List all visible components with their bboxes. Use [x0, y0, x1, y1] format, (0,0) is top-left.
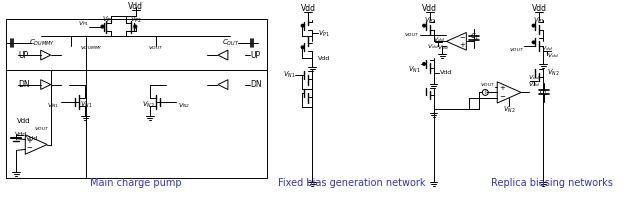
Polygon shape — [41, 80, 51, 89]
Text: $C_1$: $C_1$ — [470, 31, 479, 42]
Text: Vdd: Vdd — [318, 56, 330, 60]
Text: $V_{P2}$: $V_{P2}$ — [424, 16, 435, 26]
Text: −: − — [27, 145, 33, 151]
Text: Fixed bias generation network: Fixed bias generation network — [278, 178, 426, 188]
Text: $v_{OUT}$: $v_{OUT}$ — [33, 125, 49, 133]
Text: $v_{OUT}$: $v_{OUT}$ — [148, 44, 163, 52]
Text: Main charge pump: Main charge pump — [90, 178, 182, 188]
Text: $V_{dd}$: $V_{dd}$ — [433, 35, 444, 44]
Text: UP: UP — [250, 51, 260, 60]
Polygon shape — [41, 50, 51, 60]
Polygon shape — [497, 82, 521, 103]
Text: Vdd: Vdd — [422, 4, 437, 13]
Bar — [6, 19, 268, 178]
Circle shape — [101, 25, 104, 28]
Text: $C_{OUT}$: $C_{OUT}$ — [223, 38, 240, 48]
Circle shape — [301, 46, 304, 48]
Text: $V_{N2}$: $V_{N2}$ — [503, 105, 515, 115]
Text: $v_{DUMMY}$: $v_{DUMMY}$ — [79, 44, 102, 52]
Text: Vdd: Vdd — [301, 4, 316, 13]
Text: $v_{OUT}$: $v_{OUT}$ — [509, 46, 524, 54]
Text: +: + — [460, 42, 465, 48]
Text: $v_{OUT}$: $v_{OUT}$ — [480, 81, 495, 88]
Polygon shape — [447, 33, 467, 50]
Polygon shape — [26, 135, 47, 154]
Polygon shape — [218, 80, 228, 89]
Circle shape — [532, 24, 535, 27]
Text: UP: UP — [19, 51, 28, 60]
Text: +: + — [27, 138, 33, 144]
Text: Vdd: Vdd — [26, 136, 38, 141]
Text: $V_{P1}$: $V_{P1}$ — [318, 28, 330, 39]
Polygon shape — [218, 50, 228, 60]
Text: Vdd: Vdd — [532, 4, 547, 13]
Text: −: − — [499, 94, 505, 100]
Text: Vdd: Vdd — [440, 70, 452, 75]
Text: Replica biasing networks: Replica biasing networks — [491, 178, 613, 188]
Circle shape — [423, 24, 426, 27]
Text: I: I — [484, 90, 486, 95]
Text: Vdd: Vdd — [17, 118, 30, 124]
Text: $V_{dd}$: $V_{dd}$ — [427, 42, 438, 51]
Text: $V_{N1}$: $V_{N1}$ — [80, 100, 92, 110]
Text: −: − — [460, 35, 465, 41]
Circle shape — [423, 63, 426, 65]
Text: +: + — [499, 85, 505, 91]
Text: $V_{dd}$: $V_{dd}$ — [528, 80, 540, 89]
Circle shape — [532, 41, 535, 44]
Text: $C_1$: $C_1$ — [540, 87, 548, 98]
Text: $V_{dd}$: $V_{dd}$ — [547, 51, 559, 59]
Text: $v_{OUT}$: $v_{OUT}$ — [404, 32, 420, 39]
Text: $V_{P1}$: $V_{P1}$ — [533, 16, 545, 26]
Text: $V_{P1}$: $V_{P1}$ — [102, 15, 114, 25]
Text: DN: DN — [250, 80, 262, 89]
Circle shape — [134, 25, 137, 28]
Text: $C_{DUMMY}$: $C_{DUMMY}$ — [29, 38, 55, 48]
Text: Vdd: Vdd — [15, 132, 28, 137]
Text: $V_{P2}$: $V_{P2}$ — [130, 15, 141, 25]
Circle shape — [301, 24, 304, 27]
Text: $V_{dd}$: $V_{dd}$ — [436, 43, 449, 52]
Text: Vdd: Vdd — [128, 2, 143, 11]
Text: $V_{N2}$: $V_{N2}$ — [143, 100, 155, 110]
Text: $V_{N1}$: $V_{N1}$ — [408, 65, 420, 75]
Text: $V_{N2}$: $V_{N2}$ — [547, 68, 559, 78]
Text: $V_{N1}$: $V_{N1}$ — [47, 101, 59, 110]
Text: $V_{dd}$: $V_{dd}$ — [528, 73, 540, 82]
Text: $V_{dd}$: $V_{dd}$ — [541, 44, 553, 53]
Text: DN: DN — [19, 80, 30, 89]
Text: $V_{N2}$: $V_{N2}$ — [178, 101, 189, 110]
Text: $V_{N1}$: $V_{N1}$ — [282, 70, 295, 80]
Text: $V_{P1}$: $V_{P1}$ — [77, 19, 89, 28]
